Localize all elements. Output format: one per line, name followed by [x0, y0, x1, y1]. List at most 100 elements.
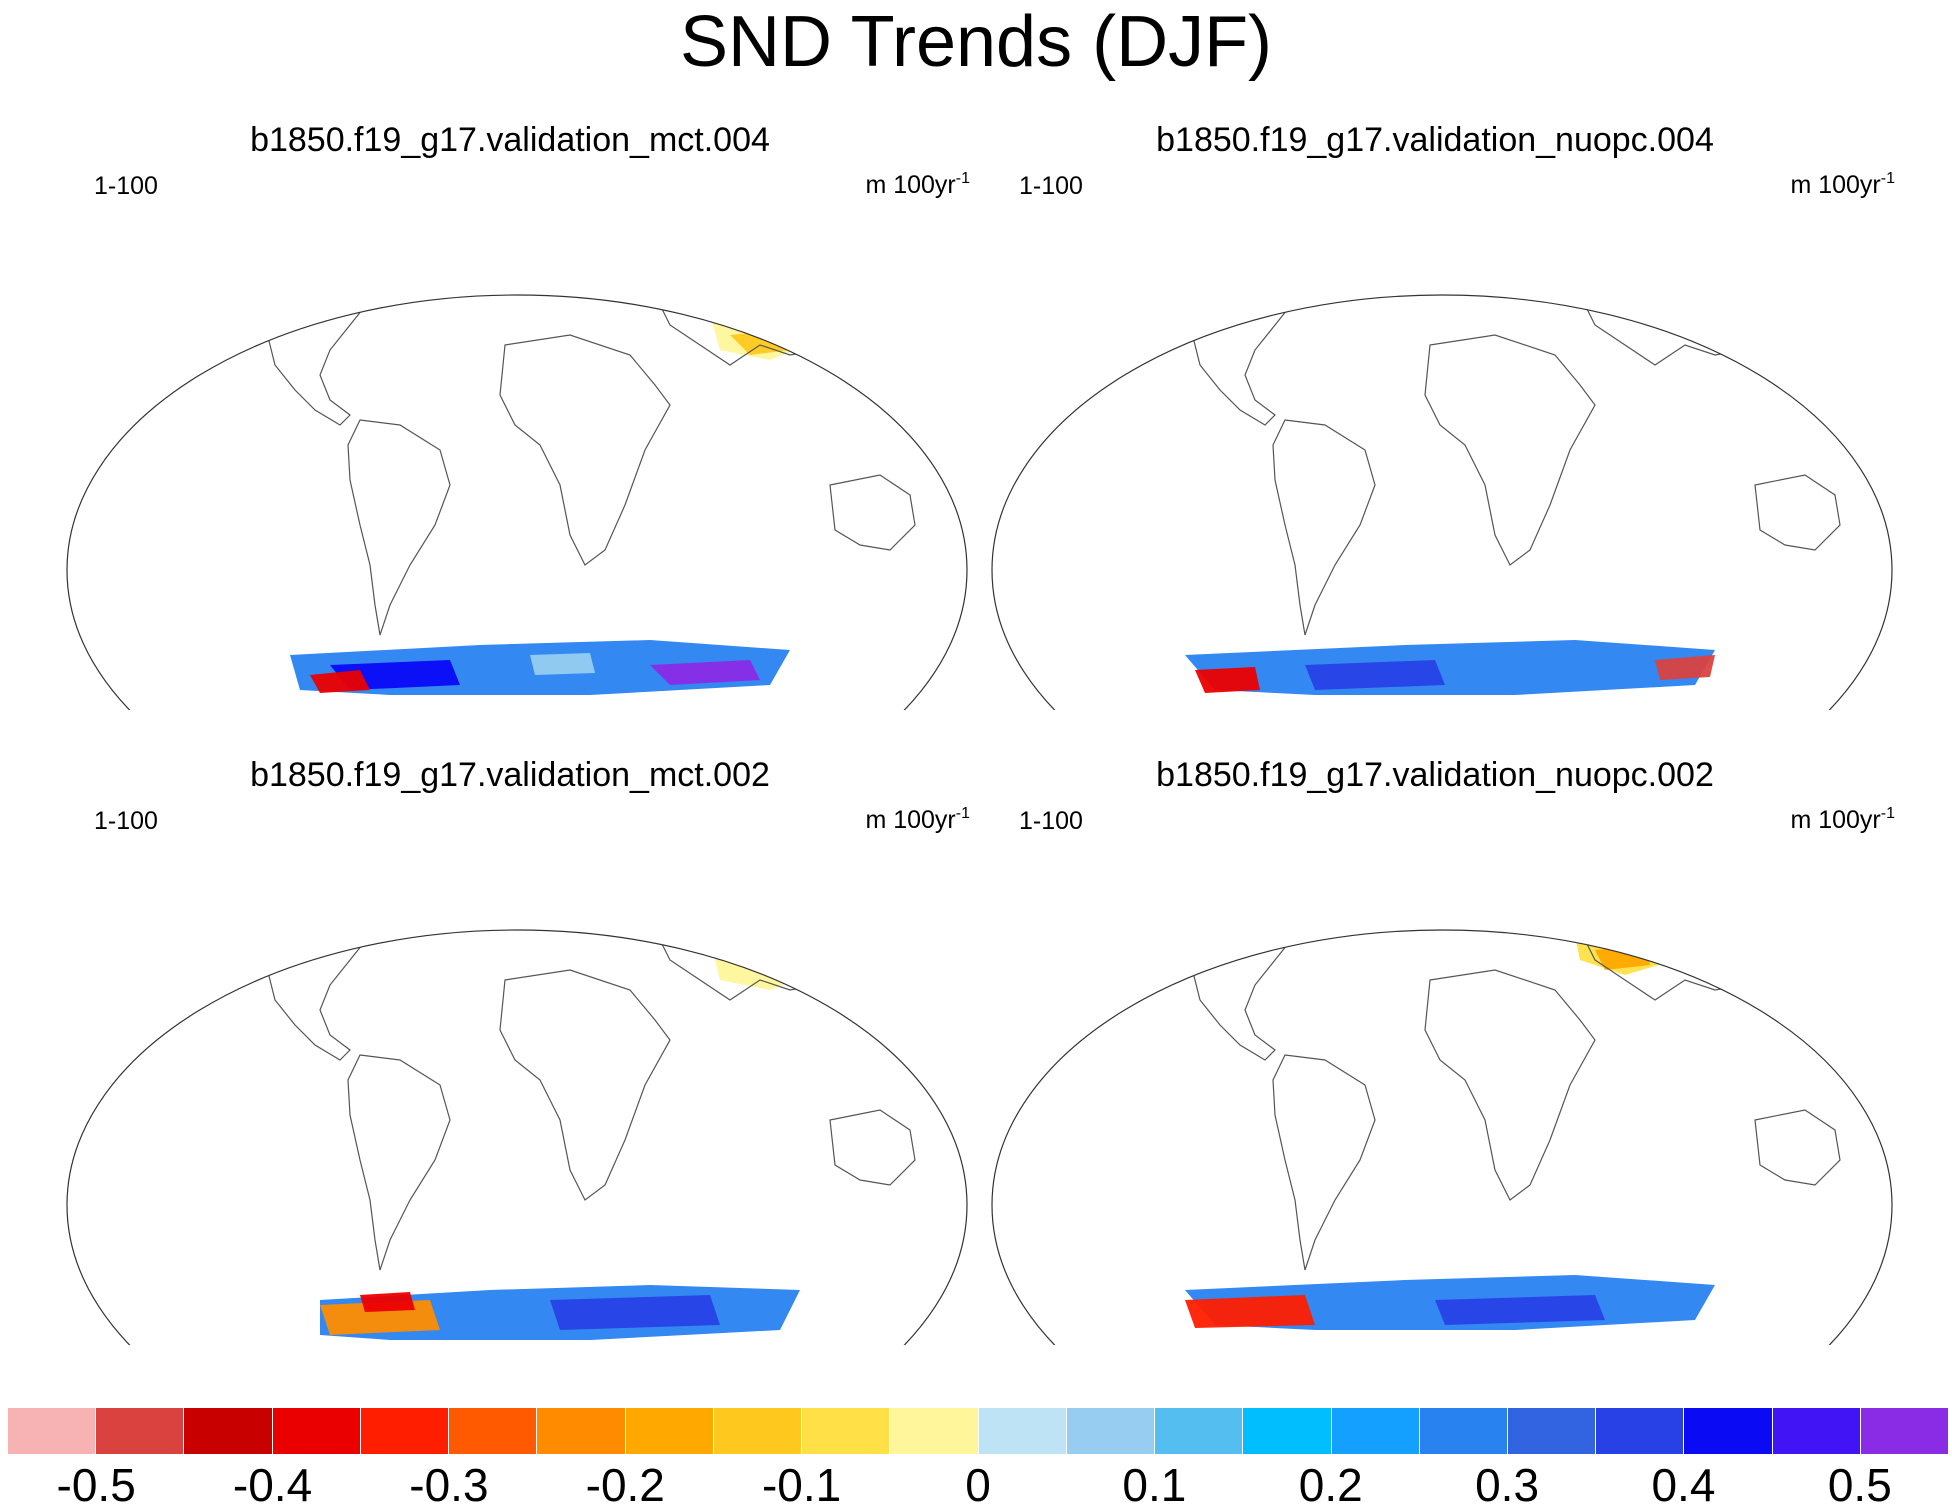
map-panel-3: b1850.f19_g17.validation_mct.002 1-100 m 1… — [30, 755, 990, 1345]
greenland-outline — [440, 190, 500, 260]
africa-outline — [499, 334, 671, 566]
trend-patch — [1305, 660, 1445, 690]
australia-outline — [1754, 474, 1841, 551]
colorbar-swatch — [1596, 1408, 1685, 1454]
colorbar-tick-label: 0.1 — [1122, 1459, 1187, 1511]
trend-patch — [470, 203, 488, 225]
panel-title: b1850.f19_g17.validation_nuopc.002 — [1156, 756, 1714, 794]
panel-title: b1850.f19_g17.validation_mct.004 — [250, 121, 770, 159]
greenland-outline — [1365, 825, 1425, 895]
map-border — [66, 294, 968, 710]
trend-patch — [255, 930, 385, 950]
trend-patch — [1485, 855, 1655, 930]
colorbar-swatch — [1331, 1408, 1420, 1454]
trend-patch — [380, 830, 440, 890]
year-range: 1-100 — [1019, 807, 1083, 835]
colorbar-swatch — [1684, 1408, 1773, 1454]
europe-outline — [1460, 845, 1565, 920]
map-border — [66, 929, 968, 1345]
africa-outline — [499, 969, 671, 1201]
colorbar-tick-label: -0.4 — [232, 1459, 313, 1511]
year-range: 1-100 — [94, 807, 158, 835]
trend-patch — [280, 885, 335, 915]
units-label: m 100yr-1 — [1790, 170, 1895, 199]
colorbar-swatch — [1155, 1408, 1244, 1454]
colorbar-tick-label: -0.3 — [409, 1459, 489, 1511]
trend-patch — [310, 670, 370, 693]
colorbar-swatch — [1860, 1408, 1949, 1454]
trend-patch — [680, 835, 855, 915]
colorbar-swatch — [184, 1408, 273, 1454]
colorbar-tick-label: -0.1 — [761, 1459, 842, 1511]
trend-patch — [530, 653, 595, 675]
colorbar-swatch — [890, 1408, 979, 1454]
colorbar — [8, 1408, 1949, 1454]
samerica-outline — [1272, 1054, 1376, 1271]
figure-title: SND Trends (DJF) — [679, 2, 1273, 82]
trend-patch — [1175, 930, 1300, 950]
trend-patch — [650, 660, 760, 685]
africa-outline — [1424, 969, 1596, 1201]
colorbar-swatch — [360, 1408, 450, 1454]
units-label: m 100yr-1 — [1790, 805, 1895, 834]
map-border — [991, 929, 1893, 1345]
trend-patch — [1185, 640, 1715, 695]
colorbar-swatch — [802, 1408, 891, 1454]
colorbar-swatch — [449, 1408, 538, 1454]
namerica-outline — [1184, 295, 1351, 426]
map-panel-1: b1850.f19_g17.validation_mct.004 1-100 m 1… — [30, 120, 990, 710]
year-range: 1-100 — [1019, 172, 1083, 200]
colorbar-tick-label: 0.3 — [1475, 1459, 1540, 1511]
map-canvas — [991, 825, 1893, 1345]
colorbar-swatch — [625, 1408, 714, 1454]
trend-patch — [550, 1295, 720, 1330]
map-canvas — [991, 190, 1893, 710]
namerica-outline — [1184, 930, 1351, 1061]
colorbar-tick-label: 0.2 — [1298, 1459, 1363, 1511]
colorbar-tick-label: 0.4 — [1651, 1459, 1716, 1511]
colorbar-swatch — [978, 1408, 1067, 1454]
trend-patch — [450, 820, 510, 885]
map-panel-2: b1850.f19_g17.validation_nuopc.004 1-100 m… — [955, 120, 1915, 710]
trend-patch — [1485, 220, 1655, 295]
greenland-outline — [440, 825, 500, 895]
trend-patch — [1305, 195, 1365, 255]
trend-patch — [1575, 930, 1675, 975]
colorbar-swatch — [1243, 1408, 1332, 1454]
colorbar-tick-label: -0.5 — [56, 1459, 136, 1511]
colorbar-swatch — [1772, 1408, 1861, 1454]
panel-title: b1850.f19_g17.validation_mct.002 — [250, 756, 770, 794]
trend-patch — [1305, 830, 1365, 890]
panel-title: b1850.f19_g17.validation_nuopc.004 — [1156, 121, 1714, 159]
trend-patch — [1435, 1295, 1605, 1325]
trend-patch — [1380, 835, 1405, 865]
units-label: m 100yr-1 — [865, 805, 970, 834]
europe-outline — [1460, 210, 1565, 285]
trend-patch — [360, 1292, 415, 1312]
colorbar-labels: -0.5 -0.4 -0.3 -0.2 -0.1 0 0.1 0.2 0.3 0.4 0.5 — [0, 1460, 1952, 1510]
colorbar-swatch — [272, 1408, 361, 1454]
europe-outline — [535, 845, 640, 920]
map-panel-4: b1850.f19_g17.validation_nuopc.002 1-100 m… — [955, 755, 1915, 1345]
year-range: 1-100 — [94, 172, 158, 200]
trend-patch — [1385, 205, 1410, 235]
trend-patch — [1195, 295, 1225, 300]
africa-outline — [1424, 334, 1596, 566]
trend-patch — [1175, 295, 1300, 310]
trend-patch — [1545, 210, 1585, 230]
greenland-outline — [1365, 190, 1425, 260]
trend-patch — [1195, 895, 1260, 930]
colorbar-tick-label: 0 — [965, 1459, 991, 1511]
map-canvas — [66, 820, 968, 1345]
trend-patch — [680, 205, 860, 275]
trend-patch — [590, 240, 640, 275]
colorbar-swatch — [96, 1408, 185, 1454]
trend-patch — [560, 930, 690, 940]
colorbar-swatch — [537, 1408, 626, 1454]
samerica-outline — [1272, 419, 1376, 636]
trend-patch — [1365, 825, 1425, 885]
colorbar-swatch — [1507, 1408, 1597, 1454]
map-border — [991, 294, 1893, 710]
europe-outline — [535, 210, 640, 285]
trend-patch — [450, 185, 505, 250]
